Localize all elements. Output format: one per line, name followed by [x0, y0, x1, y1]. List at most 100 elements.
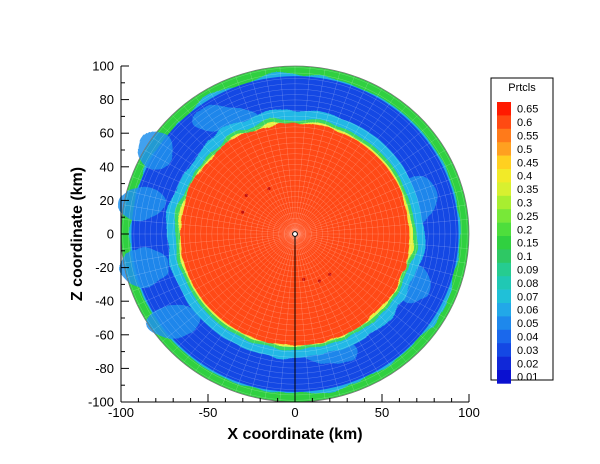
legend-swatch	[497, 316, 511, 331]
mesh-spoke	[294, 233, 383, 380]
x-tick-label: 50	[375, 405, 389, 420]
y-tick-label: -100	[88, 395, 114, 410]
legend-label: 0.65	[517, 104, 538, 116]
x-tick-label: 0	[291, 405, 298, 420]
mesh-spoke	[294, 190, 464, 235]
mesh-spoke	[294, 233, 467, 264]
mesh-spoke	[294, 105, 408, 235]
mesh-spoke	[294, 96, 396, 235]
legend-swatch	[497, 102, 511, 116]
legend-label: 0.55	[517, 131, 538, 143]
legend-label: 0.15	[517, 238, 538, 250]
legend-swatch	[497, 209, 511, 223]
y-tick-label: 60	[100, 126, 114, 141]
mesh-spoke	[294, 88, 383, 235]
mesh-spoke	[194, 233, 296, 372]
axes: -100 -50 0 50 100 -100 -80 -60 -40 -20 0 20 40 60 80 10…	[69, 59, 480, 444]
mesh-spoke	[279, 233, 296, 402]
halo-patch	[138, 129, 174, 171]
legend-label: 0.3	[517, 198, 532, 210]
core-speck	[317, 279, 321, 283]
legend-label: 0.25	[517, 211, 538, 223]
core-speck	[267, 187, 271, 191]
mesh-spoke	[131, 233, 296, 292]
legend-swatch	[497, 142, 511, 156]
legend-label: 0.05	[517, 318, 538, 330]
mesh-spoke	[235, 233, 296, 392]
mesh-spoke	[294, 233, 429, 343]
legend: Prtcls0.650.60.550.50.450.40.350.30.250.…	[490, 77, 554, 384]
legend-title: Prtcls	[508, 82, 536, 94]
mesh-spoke	[294, 125, 429, 235]
legend-swatch	[497, 356, 511, 371]
mesh-spoke	[137, 162, 296, 235]
mesh-spoke	[194, 96, 296, 235]
mesh-spoke	[249, 233, 296, 397]
mesh-spoke	[221, 233, 296, 387]
x-tick-label: 100	[458, 405, 480, 420]
mesh-spoke	[249, 71, 296, 235]
mesh-spoke	[161, 233, 296, 343]
legend-swatch	[497, 329, 511, 344]
legend-swatch	[497, 128, 511, 143]
mesh-spoke	[207, 88, 296, 235]
legend-label: 0.01	[517, 372, 538, 384]
mesh-spoke	[294, 233, 311, 402]
mesh-spoke	[121, 219, 296, 235]
y-tick-label: 100	[92, 59, 114, 74]
legend-label: 0.07	[517, 291, 538, 303]
mesh-spoke	[294, 233, 355, 392]
mesh-spoke	[161, 125, 296, 235]
mesh-spoke	[121, 233, 296, 249]
halo-patch	[145, 304, 202, 339]
mesh-spoke	[182, 105, 296, 235]
mesh-spoke	[294, 71, 341, 235]
mesh-spoke	[294, 233, 469, 249]
legend-swatch	[497, 303, 511, 317]
mesh-spoke	[123, 233, 296, 264]
mesh-spoke	[152, 233, 296, 331]
core-speck	[241, 210, 245, 214]
mesh-spoke	[152, 137, 296, 235]
legend-swatch	[497, 276, 511, 290]
mesh-spoke	[235, 76, 296, 235]
y-tick-label: 80	[100, 92, 114, 107]
mesh-spoke	[294, 176, 459, 235]
core-speck	[302, 277, 306, 281]
core-speck	[328, 272, 332, 276]
mesh-spoke	[144, 149, 296, 235]
legend-label: 0.02	[517, 358, 538, 370]
center-marker	[292, 231, 298, 237]
legend-swatch	[497, 115, 511, 130]
mesh-spoke	[126, 190, 296, 235]
legend-swatch	[497, 195, 511, 210]
x-axis-title: X coordinate (km)	[227, 426, 362, 443]
mesh-spoke	[126, 233, 296, 278]
legend-swatch	[497, 343, 511, 357]
legend-label: 0.04	[517, 332, 538, 344]
mesh-spoke	[294, 233, 459, 292]
halo-patch	[117, 186, 167, 221]
mesh-spoke	[294, 115, 419, 235]
y-tick-label: -20	[95, 260, 114, 275]
mesh-spoke	[294, 204, 467, 235]
mesh-spoke	[294, 137, 438, 235]
mesh-spoke	[131, 176, 296, 235]
mesh-spoke	[294, 233, 438, 331]
mesh-spoke	[294, 66, 311, 235]
legend-swatch	[497, 262, 511, 277]
mesh-spoke	[182, 233, 296, 363]
legend-swatch	[497, 370, 511, 384]
mesh-spoke	[207, 233, 296, 380]
mesh-spoke	[221, 81, 296, 235]
mesh-spoke	[294, 233, 341, 397]
legend-label: 0.09	[517, 265, 538, 277]
legend-label: 0.06	[517, 305, 538, 317]
legend-swatch	[497, 169, 511, 183]
mesh-spoke	[294, 162, 453, 235]
legend-label: 0.5	[517, 144, 532, 156]
mesh-spoke	[144, 233, 296, 319]
legend-swatch	[497, 236, 511, 250]
legend-label: 0.03	[517, 345, 538, 357]
